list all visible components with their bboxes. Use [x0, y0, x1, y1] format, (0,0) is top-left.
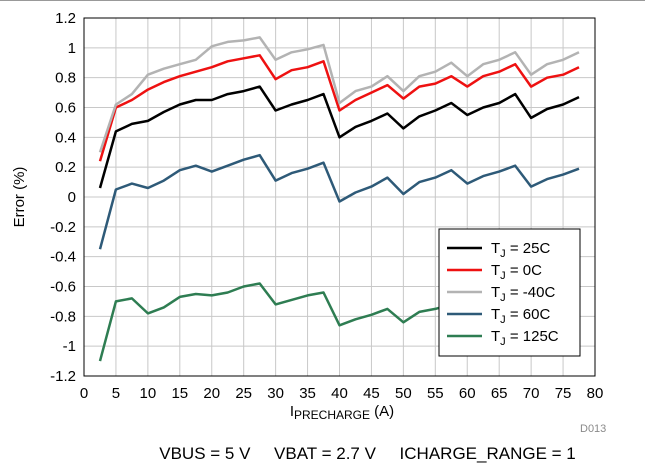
series-line-0c [98, 54, 580, 162]
y-tick-label: 1 [68, 40, 76, 57]
y-tick-label: -1.2 [50, 368, 76, 385]
x-tick-label: 10 [140, 385, 157, 402]
series-line-25c [98, 85, 580, 189]
x-tick-label: 70 [523, 385, 540, 402]
y-tick-label: -0.8 [50, 308, 76, 325]
x-axis-label-unit: (A) [370, 403, 394, 420]
x-axis-label-main: I [290, 403, 294, 420]
x-tick-label: 50 [395, 385, 412, 402]
y-tick-label: 0.8 [55, 70, 76, 87]
y-tick-label: -1 [63, 338, 76, 355]
x-tick-label: 30 [267, 385, 284, 402]
x-axis-label: IPRECHARGE (A) [290, 403, 394, 422]
x-tick-label: 80 [587, 385, 604, 402]
legend-entry: TJ = 0C [491, 262, 542, 282]
x-tick-label: 15 [171, 385, 188, 402]
legend-entry: TJ = 60C [491, 306, 550, 326]
x-tick-labels: 0 5 10 15 20 25 30 35 40 45 50 55 60 65 70 75 80 [80, 385, 604, 402]
x-tick-label: 5 [112, 385, 120, 402]
y-tick-label: 1.2 [55, 10, 76, 27]
legend-entry: TJ = 125C [491, 328, 559, 348]
x-tick-label: 45 [363, 385, 380, 402]
x-axis-label-sub: PRECHARGE [294, 408, 370, 422]
series-layer [98, 36, 580, 362]
y-tick-label: 0 [68, 189, 76, 206]
y-tick-label: -0.4 [50, 249, 76, 266]
y-tick-label: 0.2 [55, 159, 76, 176]
series-line--40c [98, 36, 580, 153]
x-tick-label: 60 [459, 385, 476, 402]
y-tick-label: -0.2 [50, 219, 76, 236]
plot-frame [83, 17, 596, 377]
figure-id: D013 [580, 423, 606, 435]
x-tick-label: 40 [331, 385, 348, 402]
y-tick-labels: -1.2 -1 -0.8 -0.6 -0.4 -0.2 0 0.2 0.4 0.6 0.8 1 1.2 [50, 10, 76, 385]
x-tick-label: 0 [80, 385, 88, 402]
top-rule [0, 0, 645, 1]
x-tick-label: 75 [555, 385, 572, 402]
y-tick-label: -0.6 [50, 279, 76, 296]
series-line-60c [98, 153, 580, 250]
x-tick-label: 65 [491, 385, 508, 402]
x-tick-label: 20 [203, 385, 220, 402]
y-tick-label: 0.4 [55, 129, 76, 146]
error-vs-precharge-chart: 0 5 10 15 20 25 30 35 40 45 50 55 60 65 70 75 80 -1.2-1-… [11, 10, 606, 435]
y-axis-label: Error (%) [11, 167, 28, 228]
x-tick-label: 35 [299, 385, 316, 402]
x-tick-label: 55 [427, 385, 444, 402]
x-tick-label: 25 [235, 385, 252, 402]
conditions-caption: VBUS = 5 V VBAT = 2.7 V ICHARGE_RANGE = … [159, 444, 576, 463]
y-tick-label: 0.6 [55, 100, 76, 117]
legend-entry: TJ = 25C [491, 240, 550, 260]
legend-entry: TJ = -40C [491, 284, 555, 304]
